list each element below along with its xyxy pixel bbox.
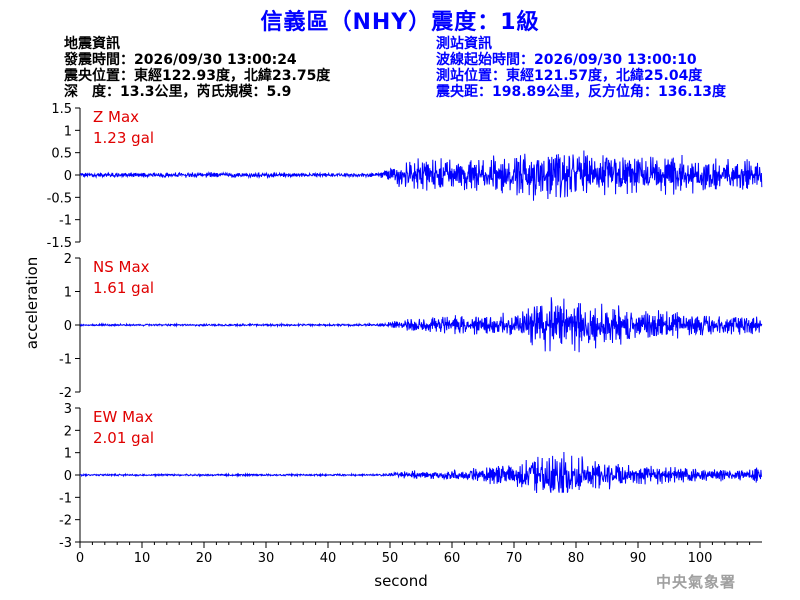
x-tick-label: 70: [506, 551, 523, 566]
y-tick-label: 0.5: [51, 147, 72, 162]
y-tick-label: -2: [59, 514, 72, 529]
y-tick-label: 0: [64, 319, 72, 334]
y-tick-label: -2: [59, 386, 72, 401]
max-label-ew: EW Max: [93, 408, 153, 426]
x-tick-label: 80: [568, 551, 585, 566]
y-tick-label: 2: [64, 424, 72, 439]
y-tick-label: 2: [64, 252, 72, 267]
origin-time: 發震時間：2026/09/30 13:00:24: [64, 52, 297, 68]
earthquake-info: 地震資訊 發震時間：2026/09/30 13:00:24 震央位置：東經122…: [64, 36, 330, 100]
y-tick-label: -1.5: [47, 236, 72, 251]
y-tick-label: -1: [59, 353, 72, 368]
max-label-z: Z Max: [93, 108, 139, 126]
y-tick-label: 0: [64, 469, 72, 484]
y-tick-label: 1: [64, 447, 72, 462]
max-value-z: 1.23 gal: [93, 129, 154, 147]
x-axis-label: second: [374, 572, 428, 590]
cwa-watermark: 中央氣象署: [656, 573, 737, 591]
x-tick-label: 40: [320, 551, 337, 566]
x-tick-label: 60: [444, 551, 461, 566]
y-tick-label: 3: [64, 402, 72, 417]
y-tick-label: -1: [59, 491, 72, 506]
epicentral-distance: 震央距：198.89公里，反方位角：136.13度: [436, 84, 727, 100]
y-tick-label: -3: [59, 536, 72, 551]
depth-magnitude: 深 度：13.3公里，芮氏規模：5.9: [64, 84, 292, 100]
station-info: 測站資訊 波線起始時間：2026/09/30 13:00:10 測站位置：東經1…: [436, 36, 726, 100]
wave-start-time: 波線起始時間：2026/09/30 13:00:10: [436, 52, 697, 68]
x-tick-label: 100: [688, 551, 713, 566]
x-tick-label: 0: [76, 551, 84, 566]
y-tick-label: -0.5: [47, 191, 72, 206]
y-tick-label: 1: [64, 286, 72, 301]
max-value-ew: 2.01 gal: [93, 429, 154, 447]
waveform-ns: [79, 297, 763, 353]
y-tick-label: 1.5: [51, 102, 72, 117]
x-tick-label: 50: [382, 551, 399, 566]
x-tick-label: 20: [196, 551, 213, 566]
x-tick-label: 90: [630, 551, 647, 566]
y-tick-label: 0: [64, 169, 72, 184]
station-info-heading: 測站資訊: [436, 36, 492, 52]
station-location: 測站位置：東經121.57度，北緯25.04度: [436, 68, 703, 84]
waveform-ew: [79, 451, 763, 494]
max-label-ns: NS Max: [93, 258, 150, 276]
y-axis-label: acceleration: [23, 257, 41, 349]
max-value-ns: 1.61 gal: [93, 279, 154, 297]
page-title: 信義區（NHY）震度：1級: [260, 10, 540, 35]
x-tick-label: 30: [258, 551, 275, 566]
y-tick-label: -1: [59, 214, 72, 229]
epicenter-location: 震央位置：東經122.93度，北緯23.75度: [64, 68, 331, 84]
earthquake-info-heading: 地震資訊: [64, 36, 120, 52]
y-tick-label: 1: [64, 124, 72, 139]
x-tick-label: 10: [134, 551, 151, 566]
waveform-z: [79, 150, 763, 201]
